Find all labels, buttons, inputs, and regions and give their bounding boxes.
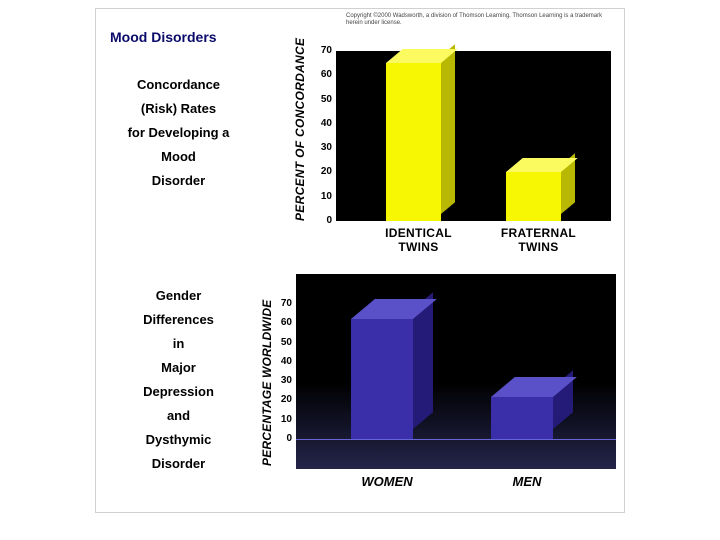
xlabel: MEN — [476, 474, 578, 489]
copyright-text: Copyright ©2000 Wadsworth, a division of… — [346, 13, 606, 27]
xlabel: IDENTICALTWINS — [371, 226, 466, 254]
ytick: 60 — [272, 317, 292, 328]
ytick: 70 — [272, 298, 292, 309]
bar — [386, 63, 455, 221]
bar — [351, 319, 433, 439]
slide: Copyright ©2000 Wadsworth, a division of… — [95, 8, 625, 513]
ytick: 30 — [272, 375, 292, 386]
chart1-description: Concordance(Risk) Ratesfor Developing aM… — [106, 73, 251, 193]
ytick: 50 — [272, 337, 292, 348]
chart1-plot: 010203040506070 — [336, 51, 611, 221]
xlabel: FRATERNALTWINS — [491, 226, 586, 254]
chart1-ylabel: PERCENT OF CONCORDANCE — [293, 38, 307, 221]
chart2-plot: 010203040506070 — [296, 274, 616, 469]
bar — [491, 397, 573, 439]
bar — [506, 172, 575, 221]
ytick: 70 — [312, 45, 332, 56]
ytick: 30 — [312, 142, 332, 153]
concordance-chart: PERCENT OF CONCORDANCE 010203040506070 I… — [281, 51, 616, 256]
xlabel: WOMEN — [336, 474, 438, 489]
page-title: Mood Disorders — [110, 29, 217, 45]
ytick: 10 — [312, 191, 332, 202]
ytick: 60 — [312, 69, 332, 80]
ytick: 10 — [272, 414, 292, 425]
chart2-description: GenderDifferencesinMajorDepressionandDys… — [106, 284, 251, 476]
ytick: 20 — [312, 166, 332, 177]
ytick: 40 — [312, 118, 332, 129]
gender-chart: PERCENTAGE WORLDWIDE 010203040506070 WOM… — [246, 274, 621, 504]
ytick: 50 — [312, 94, 332, 105]
ytick: 20 — [272, 394, 292, 405]
ytick: 0 — [312, 215, 332, 226]
ytick: 40 — [272, 356, 292, 367]
ytick: 0 — [272, 433, 292, 444]
